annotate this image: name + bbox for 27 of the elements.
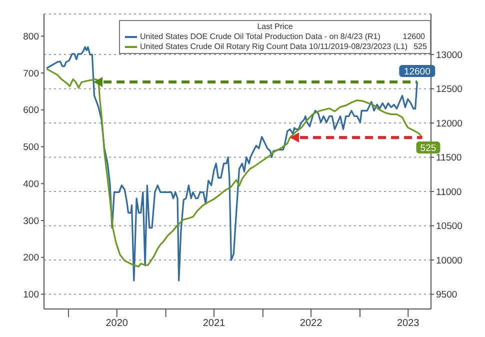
legend-title: Last Price — [256, 22, 294, 32]
y2-tick-label: 12500 — [436, 84, 462, 96]
y-tick-label: 600 — [23, 105, 39, 116]
y-tick-label: 400 — [23, 178, 39, 190]
annotation: 12600 — [402, 32, 425, 42]
y-tick-label: 200 — [23, 252, 39, 264]
y-tick-label: 100 — [23, 290, 39, 301]
y2-tick-label: 11000 — [436, 186, 462, 198]
y2-tick-label: 10000 — [436, 255, 462, 266]
y2-tick-label: 13000 — [436, 50, 462, 61]
x-tick-label: 2022 — [300, 318, 323, 330]
y-tick-label: 800 — [23, 31, 39, 42]
y-tick-label: 300 — [23, 216, 39, 227]
legend-label: United States DOE Crude Oil Total Production Data - on 8/4/23 (R1) — [140, 32, 382, 42]
y2-tick-label: 12000 — [436, 118, 462, 130]
y-tick-label: 500 — [23, 142, 39, 154]
y2-tick-label: 9500 — [436, 290, 458, 301]
y-tick-label: 700 — [23, 68, 39, 80]
y2-tick-label: 11500 — [436, 152, 462, 164]
x-tick-label: 2021 — [202, 318, 226, 330]
data-label: 525 — [420, 143, 436, 154]
y2-tick-label: 10500 — [436, 221, 462, 232]
legend-label: United States Crude Oil Rotary Rig Count Data 10/11/2019-08/23/2023 (L1) — [140, 42, 408, 52]
x-tick-label: 2020 — [106, 318, 128, 330]
data-label: 12600 — [404, 66, 430, 78]
x-tick-label: 2023 — [397, 318, 420, 330]
annotation: 525 — [414, 42, 427, 52]
